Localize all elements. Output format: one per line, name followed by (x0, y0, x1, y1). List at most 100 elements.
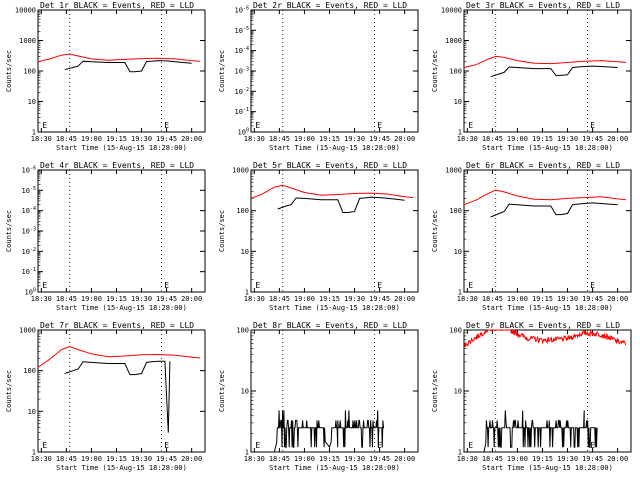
y-axis-label: Counts/sec (431, 50, 439, 92)
y-tick-label: 1000 (19, 37, 36, 45)
x-tick-label: 19:15 (106, 295, 127, 303)
x-tick-label: 18:30 (244, 455, 265, 463)
y-tick-label: 100 (238, 128, 249, 137)
e-marker: E (590, 281, 595, 290)
plot-frame (37, 9, 206, 133)
x-tick-label: 18:45 (56, 455, 77, 463)
y-tick-label: 10-4 (22, 206, 36, 215)
y-tick-label: 10 (454, 98, 462, 106)
e-marker: E (468, 121, 473, 130)
panel-title: Det 6r BLACK = Events, RED = LLD (466, 161, 620, 170)
y-tick-label: 100 (25, 288, 36, 297)
y-tick-label: 10-2 (22, 247, 36, 256)
plot-frame (37, 169, 206, 293)
x-tick-label: 19:45 (369, 455, 390, 463)
panel-title: Det 2r BLACK = Events, RED = LLD (253, 1, 407, 10)
y-tick-label: 10 (241, 248, 249, 256)
y-tick-label: 10-3 (22, 227, 36, 236)
x-tick-label: 19:00 (81, 455, 102, 463)
y-axis-label: Counts/sec (431, 210, 439, 252)
plot-frame (250, 9, 419, 133)
y-tick-label: 1 (458, 289, 462, 297)
e-marker: E (42, 121, 47, 130)
y-tick-label: 10 (28, 98, 36, 106)
e-marker: E (42, 281, 47, 290)
x-tick-label: 19:15 (319, 135, 340, 143)
y-tick-label: 1000 (232, 167, 249, 175)
x-tick-label: 18:30 (457, 295, 478, 303)
x-tick-label: 19:45 (582, 295, 603, 303)
x-tick-label: 19:00 (294, 135, 315, 143)
panel-title: Det 5r BLACK = Events, RED = LLD (253, 161, 407, 170)
y-tick-label: 10-2 (235, 87, 249, 96)
events-series-line (490, 65, 618, 78)
e-marker: E (255, 441, 260, 450)
x-tick-label: 19:00 (294, 295, 315, 303)
x-tick-label: 18:30 (31, 455, 52, 463)
y-axis-label: Counts/sec (218, 370, 226, 412)
y-tick-label: 1 (32, 129, 36, 137)
x-tick-label: 18:30 (244, 135, 265, 143)
y-tick-label: 10 (241, 388, 249, 396)
x-tick-label: 19:00 (507, 135, 528, 143)
x-tick-label: 19:00 (507, 295, 528, 303)
x-tick-label: 19:30 (344, 295, 365, 303)
x-tick-label: 18:45 (56, 135, 77, 143)
x-tick-label: 20:00 (181, 295, 202, 303)
x-axis-label: Start Time (15-Aug-15 18:28:00) (482, 304, 613, 312)
y-tick-label: 10-6 (235, 6, 249, 15)
x-axis-label: Start Time (15-Aug-15 18:28:00) (269, 464, 400, 472)
e-marker: E (164, 281, 169, 290)
y-tick-label: 100 (23, 367, 36, 375)
x-axis-label: Start Time (15-Aug-15 18:28:00) (482, 144, 613, 152)
y-tick-label: 10-5 (22, 186, 36, 195)
y-tick-label: 10-5 (235, 26, 249, 35)
y-axis-label: Counts/sec (431, 370, 439, 412)
x-tick-label: 19:15 (106, 135, 127, 143)
y-tick-label: 1000 (445, 167, 462, 175)
y-tick-label: 1000 (19, 327, 36, 335)
x-tick-label: 19:45 (369, 135, 390, 143)
x-axis-label: Start Time (15-Aug-15 18:28:00) (269, 304, 400, 312)
x-tick-label: 18:45 (482, 455, 503, 463)
y-tick-label: 1 (32, 449, 36, 457)
e-marker: E (590, 121, 595, 130)
lld-series-line (37, 53, 201, 63)
y-tick-label: 1 (458, 449, 462, 457)
lld-series-line (250, 184, 414, 199)
y-tick-label: 1 (245, 449, 249, 457)
y-tick-label: 100 (449, 327, 462, 335)
e-marker: E (164, 121, 169, 130)
x-tick-label: 18:45 (482, 295, 503, 303)
panel-title: Det 7r BLACK = Events, RED = LLD (40, 321, 194, 330)
x-axis-label: Start Time (15-Aug-15 18:28:00) (269, 144, 400, 152)
x-tick-label: 18:45 (56, 295, 77, 303)
lld-series-line (463, 189, 627, 206)
panel-title: Det 9r BLACK = Events, RED = LLD (466, 321, 620, 330)
x-tick-label: 20:00 (394, 455, 415, 463)
panel-title: Det 4r BLACK = Events, RED = LLD (40, 161, 194, 170)
panel-title: Det 8r BLACK = Events, RED = LLD (253, 321, 407, 330)
x-tick-label: 19:45 (582, 135, 603, 143)
lld-series-line (37, 346, 201, 368)
x-tick-label: 20:00 (394, 295, 415, 303)
x-tick-label: 19:45 (582, 455, 603, 463)
y-tick-label: 10 (454, 388, 462, 396)
y-tick-label: 10-3 (235, 67, 249, 76)
x-tick-label: 19:30 (557, 455, 578, 463)
x-tick-label: 19:30 (557, 135, 578, 143)
y-tick-label: 1000 (445, 37, 462, 45)
x-tick-label: 19:00 (81, 295, 102, 303)
x-tick-label: 20:00 (607, 135, 628, 143)
plot-frame (463, 169, 632, 293)
e-marker: E (255, 281, 260, 290)
x-tick-label: 19:30 (131, 135, 152, 143)
e-marker: E (468, 281, 473, 290)
